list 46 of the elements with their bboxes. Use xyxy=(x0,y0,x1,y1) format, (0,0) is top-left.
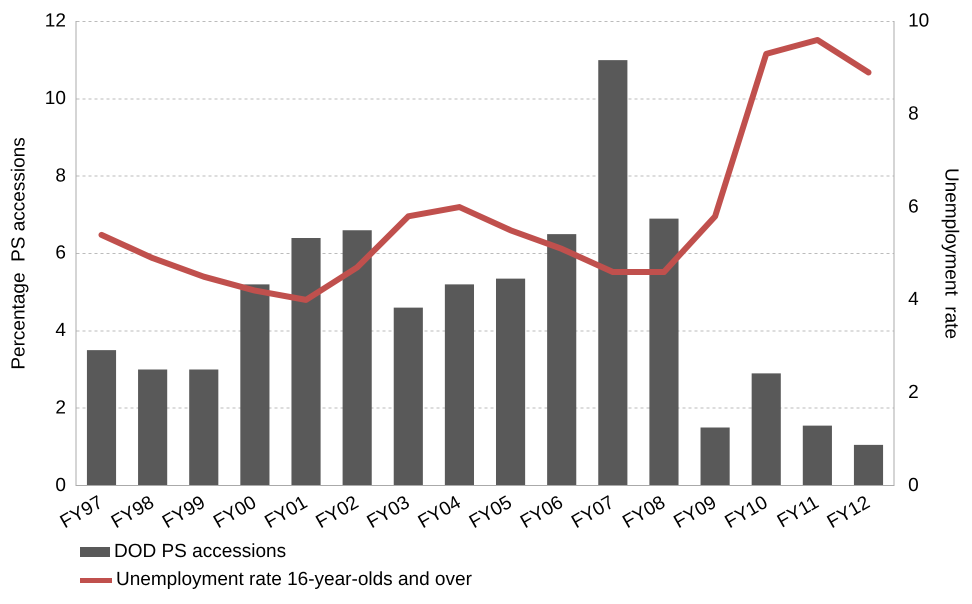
bar xyxy=(138,370,168,486)
x-tick-label: FY04 xyxy=(414,492,465,533)
bar xyxy=(394,308,423,486)
x-tick-label: FY10 xyxy=(722,492,772,533)
legend-label: DOD PS accessions xyxy=(114,541,286,563)
bar xyxy=(649,218,679,486)
y2-tick-label: 2 xyxy=(908,382,919,403)
y2-tick-label: 8 xyxy=(908,103,919,124)
x-tick-label: FY00 xyxy=(210,492,260,533)
y-axis-title: Percentage PS accessions xyxy=(8,137,30,370)
x-tick-label: FY01 xyxy=(261,492,312,533)
bar xyxy=(700,428,730,486)
y2-tick-label: 0 xyxy=(908,474,919,496)
x-tick-label: FY02 xyxy=(312,492,362,533)
bar xyxy=(752,373,781,486)
bar xyxy=(598,60,628,486)
y2-tick-label: 10 xyxy=(908,10,930,32)
x-tick-label: FY99 xyxy=(159,492,209,533)
bar xyxy=(496,278,526,486)
bar xyxy=(547,234,576,486)
legend-label: Unemployment rate 16-year-olds and over xyxy=(116,569,472,591)
x-tick-label: FY06 xyxy=(516,492,567,533)
bar xyxy=(240,284,270,486)
y-tick-label: 8 xyxy=(55,165,66,186)
y-tick-label: 2 xyxy=(55,397,66,418)
bar xyxy=(86,350,116,486)
bar xyxy=(854,444,884,486)
x-tick-label: FY03 xyxy=(364,492,414,533)
x-tick-label: FY11 xyxy=(774,492,822,532)
bar xyxy=(291,238,321,486)
y-tick-label: 6 xyxy=(55,242,66,264)
y2-axis-title: Unemployment rate xyxy=(940,168,962,340)
y-tick-label: 4 xyxy=(55,320,66,342)
x-tick-label: FY09 xyxy=(670,492,720,533)
bar xyxy=(802,426,832,486)
x-tick-label: FY08 xyxy=(619,492,670,533)
y2-tick-label: 4 xyxy=(908,289,920,310)
bar xyxy=(342,230,372,486)
x-tick-label: FY12 xyxy=(824,492,874,533)
x-tick-label: FY98 xyxy=(108,492,158,533)
y-tick-label: 10 xyxy=(44,88,66,109)
y-tick-label: 12 xyxy=(44,10,66,32)
y-tick-label: 0 xyxy=(55,474,66,496)
bar xyxy=(444,284,474,486)
bar xyxy=(189,370,218,486)
y2-tick-label: 6 xyxy=(908,196,919,218)
